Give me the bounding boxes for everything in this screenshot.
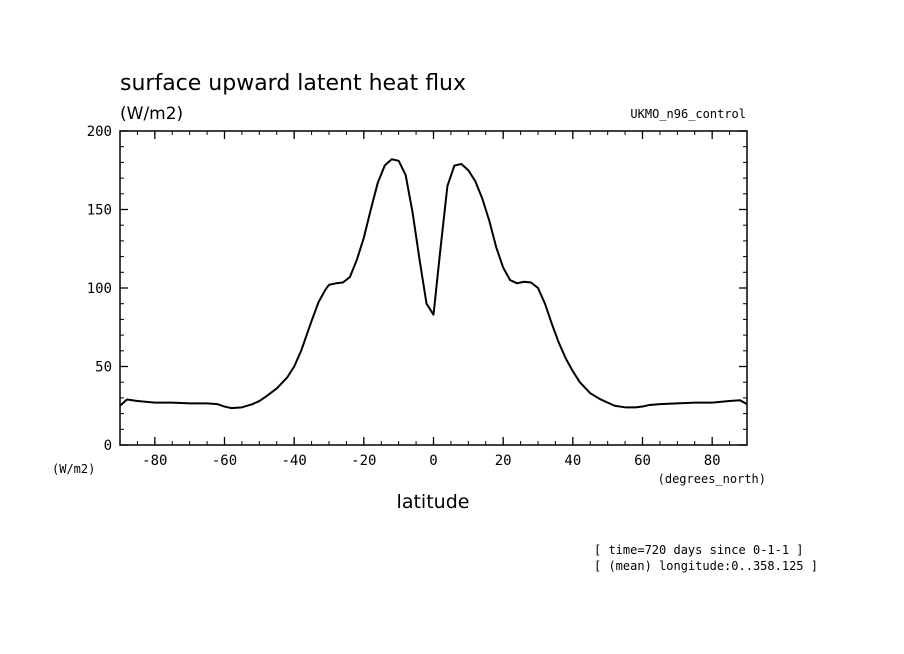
x-axis-units: (degrees_north): [658, 472, 766, 486]
chart-title: surface upward latent heat flux: [120, 71, 466, 96]
x-tick-label: 40: [564, 453, 581, 469]
plot-frame: [119, 130, 748, 446]
x-tick-label: -40: [282, 453, 307, 469]
y-tick-label: 50: [95, 360, 112, 376]
note-time: [ time=720 days since 0-1-1 ]: [594, 543, 804, 557]
x-tick-label: 60: [634, 453, 651, 469]
x-tick-label: -80: [142, 453, 167, 469]
x-tick-label: 0: [429, 453, 437, 469]
x-tick-label: -60: [212, 453, 237, 469]
y-tick-label: 0: [104, 438, 112, 454]
x-tick-label: -20: [351, 453, 376, 469]
axis-ticks: [119, 130, 748, 446]
source-label: UKMO_n96_control: [630, 107, 746, 121]
series-line: [119, 158, 748, 410]
x-axis-label: latitude: [397, 491, 470, 513]
x-tick-label: 20: [495, 453, 512, 469]
y-tick-label: 100: [87, 281, 112, 297]
chart-units: (W/m2): [120, 104, 183, 124]
x-tick-label: 80: [704, 453, 721, 469]
y-tick-label: 150: [87, 203, 112, 219]
y-axis-label: (W/m2): [52, 462, 95, 476]
note-longitude: [ (mean) longitude:0..358.125 ]: [594, 559, 818, 573]
y-tick-label: 200: [87, 124, 112, 140]
tick-labels: -80 -60 -40 -20 0 20 40 60 80 0 50 100 150 200: [87, 124, 721, 469]
